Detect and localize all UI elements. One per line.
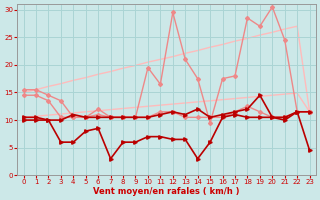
X-axis label: Vent moyen/en rafales ( km/h ): Vent moyen/en rafales ( km/h ): [93, 187, 240, 196]
